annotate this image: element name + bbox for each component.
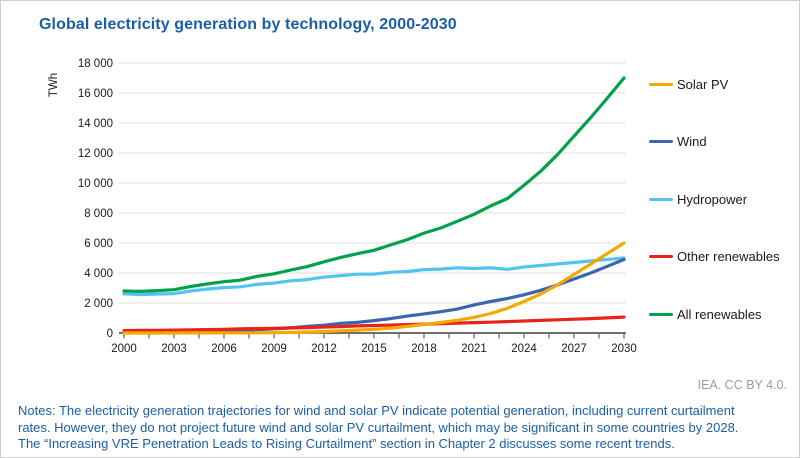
x-tick-label-2012: 2012 xyxy=(311,343,337,355)
series-line-other-renewables xyxy=(122,315,626,333)
x-tick-label-2018: 2018 xyxy=(411,343,437,355)
legend-label-hydropower: Hydropower xyxy=(677,191,748,207)
series-line-hydropower xyxy=(122,256,626,297)
legend-label-wind: Wind xyxy=(677,134,707,149)
x-tick-label-2003: 2003 xyxy=(161,343,187,355)
legend-item-hydropower: Hydropower xyxy=(649,189,747,209)
y-tick-label-10000: 10 000 xyxy=(78,178,113,190)
y-tick-label-12000: 12 000 xyxy=(78,148,113,160)
series-line-solar-pv xyxy=(122,241,626,335)
y-tick-label-0: 0 xyxy=(107,328,113,340)
series-line-all-renewables xyxy=(122,76,626,293)
y-tick-label-2000: 2 000 xyxy=(84,298,113,310)
legend-label-solar-pv: Solar PV xyxy=(677,76,729,92)
y-axis-unit-label: TWh xyxy=(48,73,60,97)
chart-canvas: 0 2 000 4 000 6 000 8 000 10 000 12 000 14 000 1… xyxy=(48,58,637,355)
y-tick-label-6000: 6 000 xyxy=(84,238,113,250)
notes-line-1: Notes: The electricity generation trajec… xyxy=(18,403,735,418)
legend-swatch-other-renewables xyxy=(649,255,673,258)
y-tick-label-14000: 14 000 xyxy=(78,118,113,130)
chart-title: Global electricity generation by technol… xyxy=(39,16,457,33)
legend-swatch-solar-pv xyxy=(649,82,673,86)
x-tick-label-2015: 2015 xyxy=(361,343,387,355)
y-tick-label-18000: 18 000 xyxy=(78,58,113,70)
x-tick-label-2009: 2009 xyxy=(261,343,287,355)
y-tick-label-4000: 4 000 xyxy=(84,268,113,280)
legend-item-other-renewables: Other renewables xyxy=(649,247,780,267)
notes-text: Notes: The electricity generation trajec… xyxy=(18,403,794,453)
legend-swatch-hydropower xyxy=(649,197,673,201)
notes-line-2: rates. However, they do not project futu… xyxy=(18,419,739,435)
legend-label-all-renewables: All renewables xyxy=(677,306,762,322)
x-tick-label-2030: 2030 xyxy=(611,343,637,355)
attribution-text: IEA. CC BY 4.0. xyxy=(697,378,787,392)
legend-item-solar-pv: Solar PV xyxy=(649,74,728,94)
legend-swatch-all-renewables xyxy=(649,312,673,316)
y-tick-label-8000: 8 000 xyxy=(84,208,113,220)
x-tick-label-2006: 2006 xyxy=(211,343,237,355)
x-tick-label-2024: 2024 xyxy=(511,343,537,355)
y-tick-label-16000: 16 000 xyxy=(78,88,113,100)
legend-item-all-renewables: All renewables xyxy=(649,304,762,324)
legend-swatch-wind xyxy=(649,140,673,143)
x-tick-label-2021: 2021 xyxy=(461,343,487,355)
notes-line-3: The “Increasing VRE Penetration Leads to… xyxy=(18,436,675,451)
legend-item-wind: Wind xyxy=(649,132,707,152)
x-tick-label-2027: 2027 xyxy=(561,343,587,355)
legend-label-other-renewables: Other renewables xyxy=(677,249,780,264)
x-tick-label-2000: 2000 xyxy=(111,343,137,355)
